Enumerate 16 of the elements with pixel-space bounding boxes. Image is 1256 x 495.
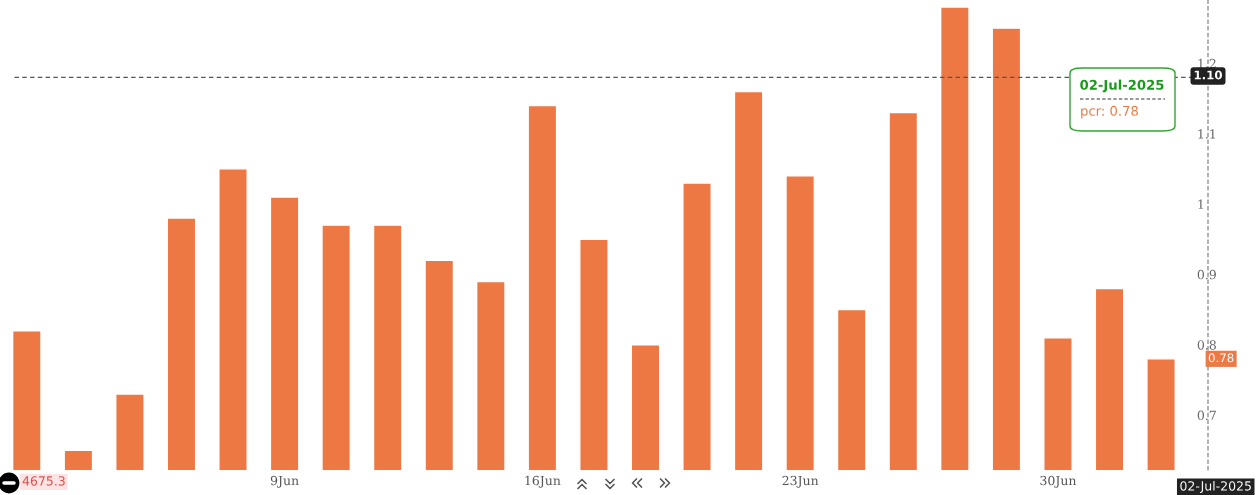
y-tick-label: 0.9 xyxy=(1197,269,1216,280)
annotation: 0.78 xyxy=(1208,353,1234,363)
y-tick-label: 0.7 xyxy=(1197,410,1216,421)
y-tick-label: 0.8 xyxy=(1197,340,1216,350)
x-tick-label: 30Jun xyxy=(1040,475,1077,488)
y-tick-label: 1 xyxy=(1198,199,1204,209)
annotation: 1.10 xyxy=(1194,70,1222,80)
x-tick-label: 23Jun xyxy=(782,475,819,488)
annotation: 02-Jul-2025 xyxy=(1080,79,1164,93)
x-tick-label: 16Jun xyxy=(525,475,561,488)
text: 02-Jul-2025 xyxy=(1180,480,1251,493)
y-tick-label: 1.2 xyxy=(1198,58,1216,69)
annotation: pcr: 0.78 xyxy=(1081,105,1138,119)
x-tick-label: 9Jun xyxy=(270,475,299,488)
text: 4675.3 xyxy=(22,476,65,486)
y-tick-label: 1.1 xyxy=(1198,129,1215,139)
